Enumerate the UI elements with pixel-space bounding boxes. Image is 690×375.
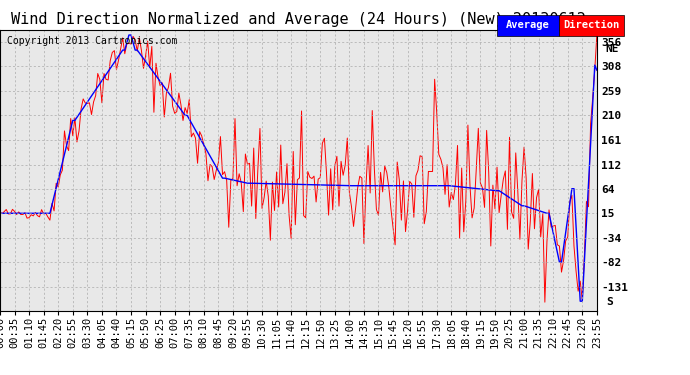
Direction [522,176,531,180]
Line: Direction: Direction [0,35,597,302]
Direction [0,210,4,214]
Line: Average: Average [0,35,597,301]
Direction [48,201,56,206]
Direction [297,109,306,113]
Text: NE: NE [606,45,620,54]
Average [524,205,533,209]
Text: S: S [606,297,613,307]
Direction [507,210,515,214]
Text: Direction: Direction [564,21,620,30]
Average [593,68,601,72]
Average [509,198,518,202]
Direction [541,300,549,304]
Title: Wind Direction Normalized and Average (24 Hours) (New) 20130612: Wind Direction Normalized and Average (2… [11,12,586,27]
Average [543,211,551,216]
Direction [593,33,601,37]
Average [125,33,133,37]
Direction [543,239,551,244]
Average [48,202,56,207]
Average [499,191,507,196]
Direction [497,193,505,198]
Average [0,211,4,216]
Average [576,299,584,303]
Text: Copyright 2013 Cartronics.com: Copyright 2013 Cartronics.com [7,36,177,46]
Average [299,182,308,187]
Text: Average: Average [506,21,550,30]
